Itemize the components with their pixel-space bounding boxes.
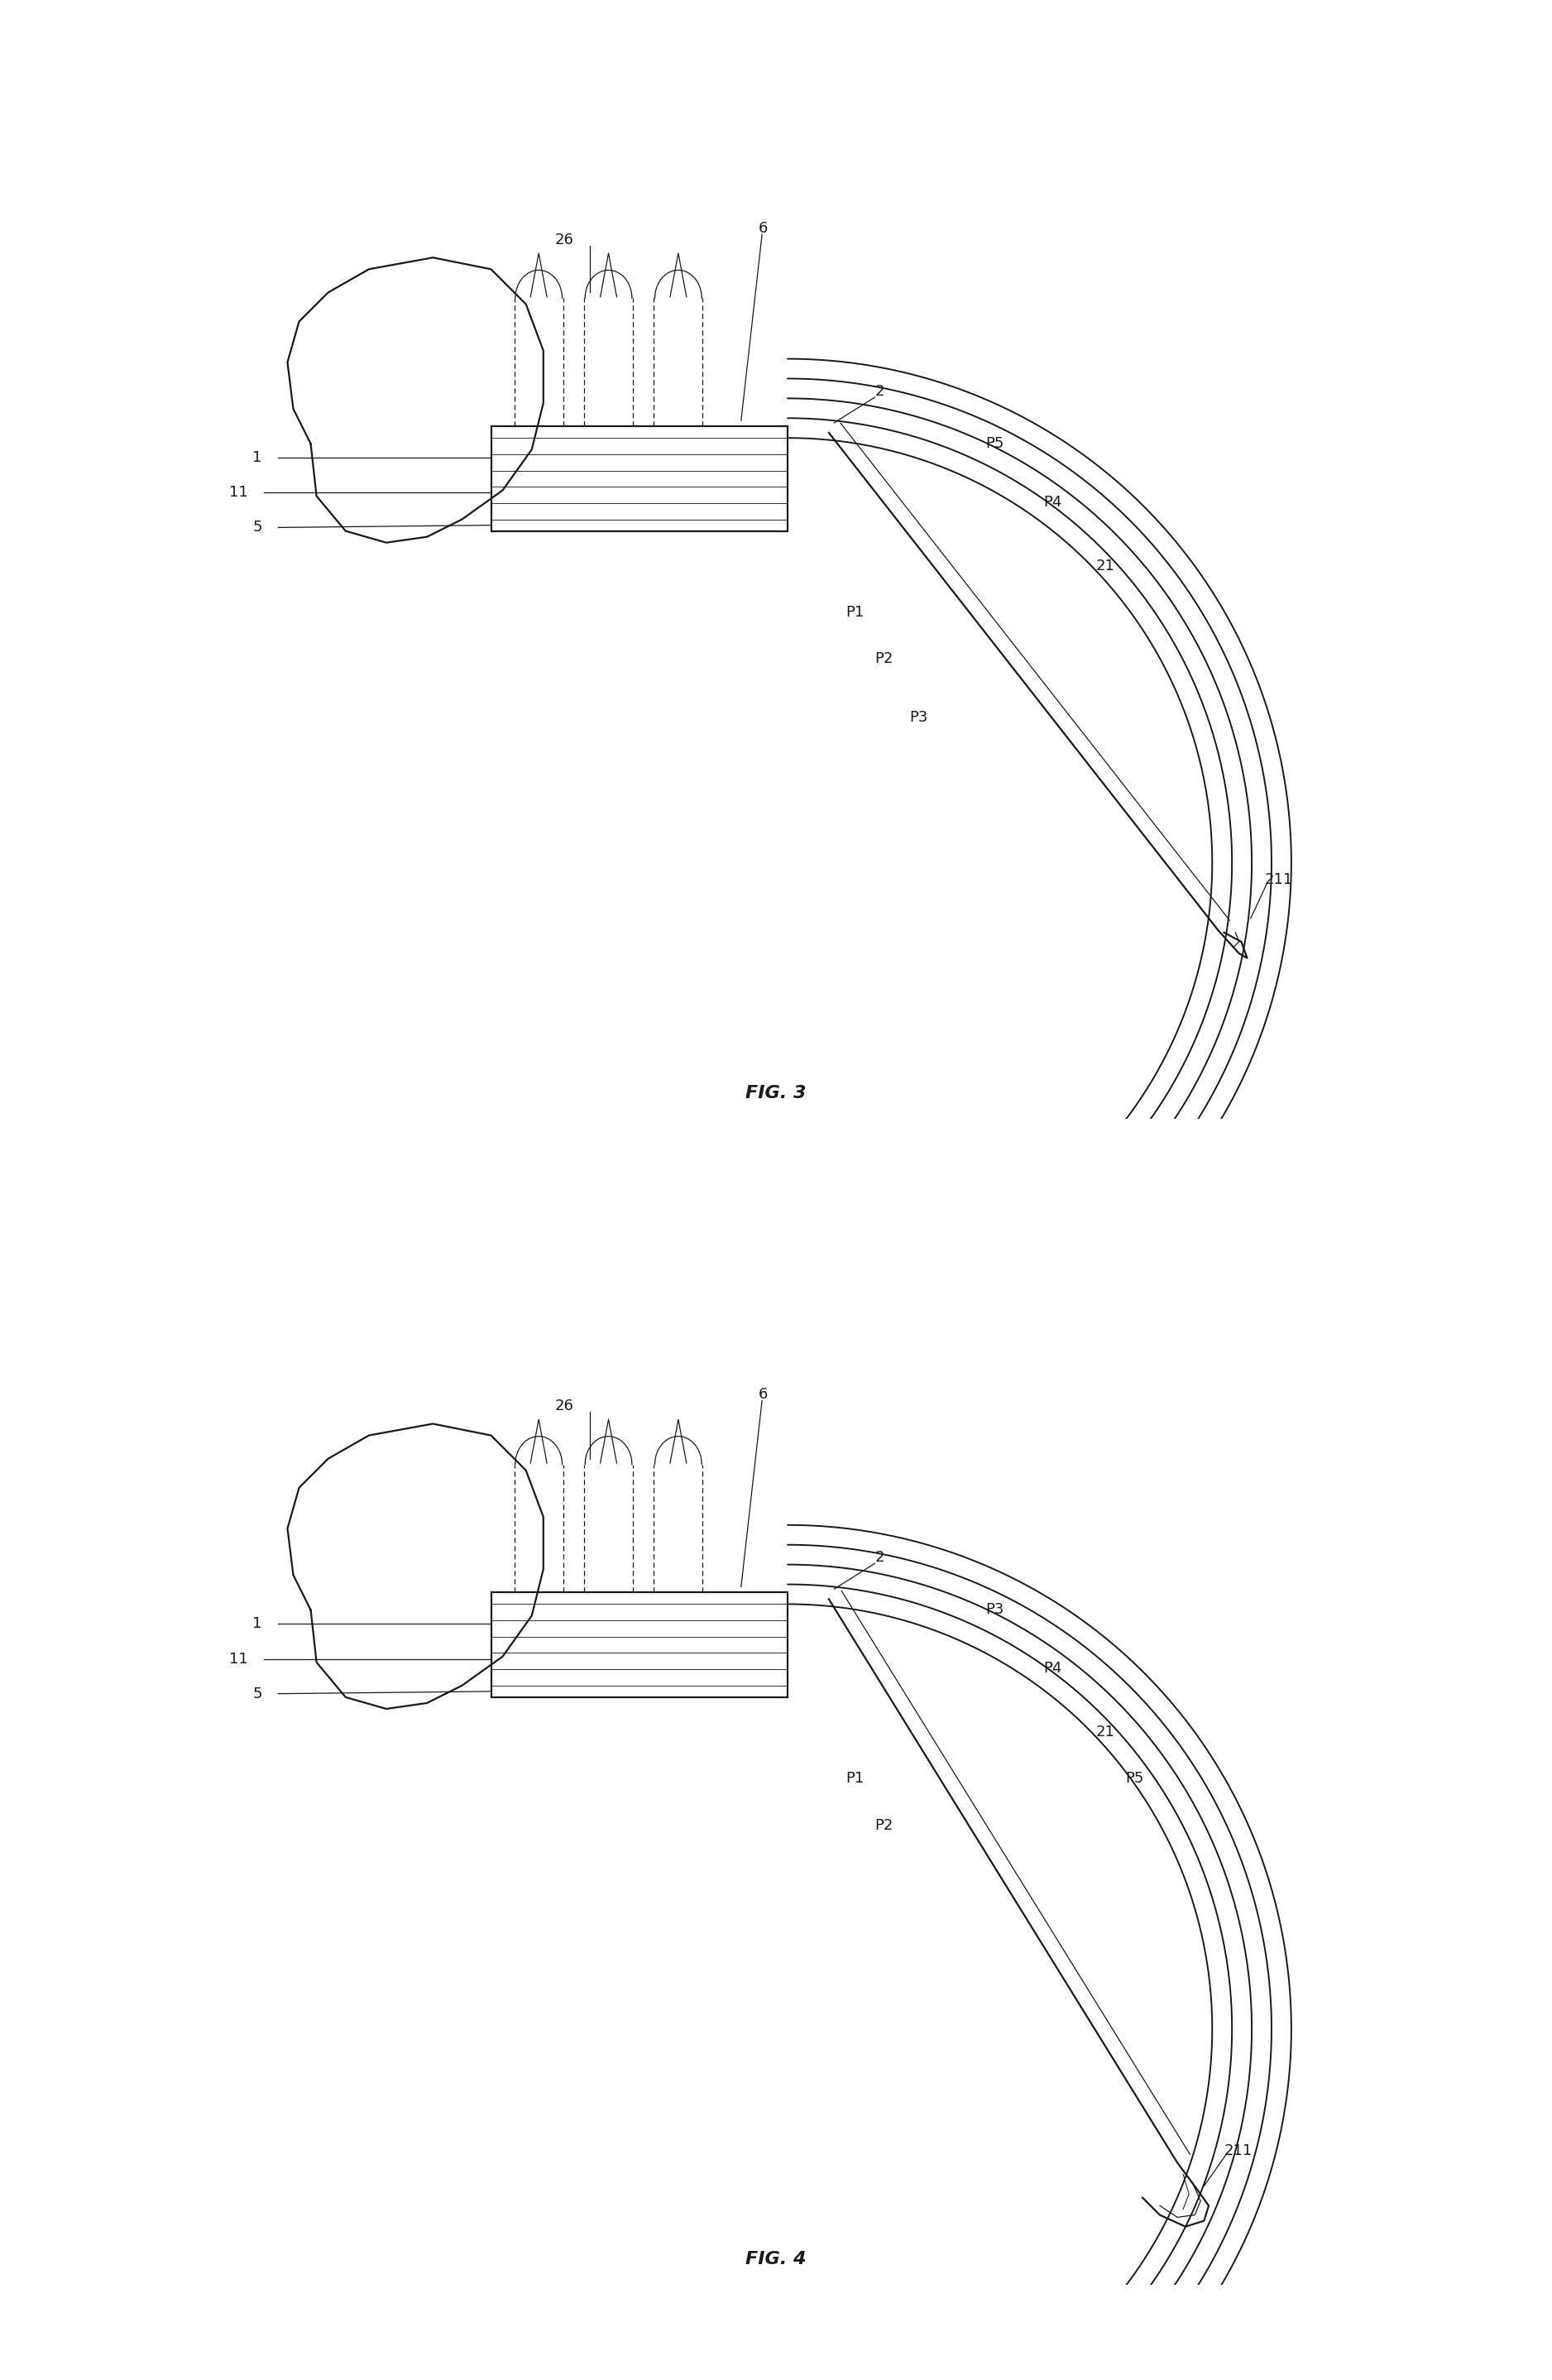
Text: 11: 11 bbox=[230, 1652, 248, 1666]
Text: 5: 5 bbox=[253, 521, 262, 536]
Text: P2: P2 bbox=[875, 1818, 894, 1833]
Text: 6: 6 bbox=[759, 1388, 768, 1402]
Text: P1: P1 bbox=[846, 605, 864, 619]
Text: P2: P2 bbox=[875, 652, 894, 666]
Text: 211: 211 bbox=[1225, 2144, 1252, 2159]
Text: 2: 2 bbox=[875, 383, 885, 400]
Text: FIG. 3: FIG. 3 bbox=[745, 1085, 807, 1102]
Text: P5: P5 bbox=[1125, 1771, 1144, 1785]
Text: 211: 211 bbox=[1265, 873, 1293, 888]
Text: P4: P4 bbox=[1043, 1661, 1062, 1676]
Text: 2: 2 bbox=[875, 1549, 885, 1566]
Bar bbox=[490, 1592, 787, 1697]
Text: 21: 21 bbox=[1096, 559, 1114, 574]
Text: P3: P3 bbox=[909, 709, 928, 724]
Text: 6: 6 bbox=[759, 221, 768, 236]
Text: P4: P4 bbox=[1043, 495, 1062, 509]
Text: 26: 26 bbox=[556, 233, 574, 248]
Text: 1: 1 bbox=[253, 1616, 262, 1630]
Text: 21: 21 bbox=[1096, 1726, 1114, 1740]
Text: 1: 1 bbox=[253, 450, 262, 464]
Bar bbox=[490, 426, 787, 531]
Text: 11: 11 bbox=[230, 486, 248, 500]
Text: FIG. 4: FIG. 4 bbox=[745, 2251, 807, 2268]
Text: P5: P5 bbox=[986, 436, 1004, 452]
Text: P1: P1 bbox=[846, 1771, 864, 1785]
Text: 26: 26 bbox=[556, 1399, 574, 1414]
Text: P3: P3 bbox=[986, 1602, 1004, 1618]
Text: 5: 5 bbox=[253, 1687, 262, 1702]
